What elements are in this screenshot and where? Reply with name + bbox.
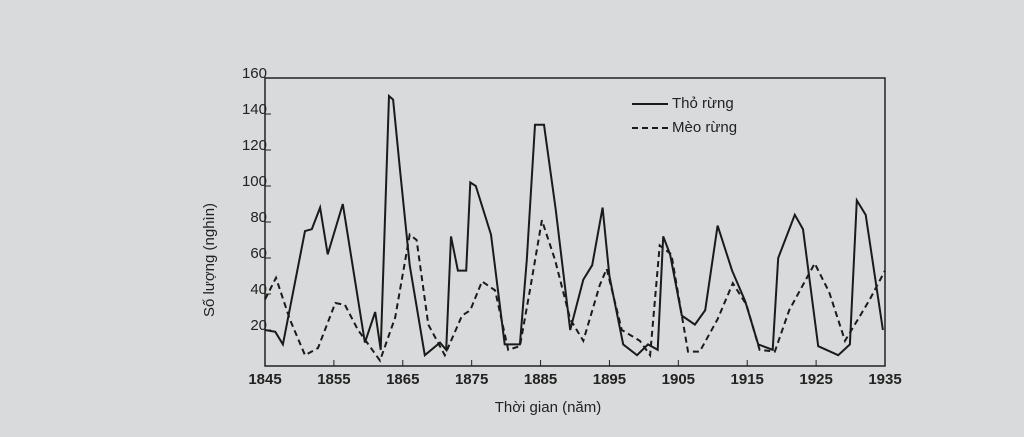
y-tick-label: 60 [250, 245, 267, 262]
x-tick-label: 1845 [248, 371, 281, 388]
legend-label: Thỏ rừng [672, 95, 734, 112]
y-tick-label: 40 [250, 281, 267, 298]
x-tick-label: 1925 [799, 371, 832, 388]
x-tick-label: 1855 [317, 371, 350, 388]
x-axis-label: Thời gian (năm) [495, 399, 602, 416]
y-tick-label: 20 [250, 317, 267, 334]
y-tick-label: 80 [250, 209, 267, 226]
x-tick-label: 1885 [524, 371, 557, 388]
x-tick-label: 1935 [868, 371, 901, 388]
x-tick-label: 1915 [731, 371, 764, 388]
x-tick-label: 1865 [386, 371, 419, 388]
x-tick-label: 1905 [662, 371, 695, 388]
line [264, 93, 884, 358]
y-tick-label: 160 [242, 65, 267, 82]
x-tick-label: 1895 [593, 371, 626, 388]
y-tick-label: 100 [242, 173, 267, 190]
line [264, 219, 886, 363]
y-axis-label: Số lượng (nghìn) [201, 203, 218, 317]
x-tick-label: 1875 [455, 371, 488, 388]
y-tick-label: 120 [242, 137, 267, 154]
y-tick-label: 140 [242, 101, 267, 118]
legend-label: Mèo rừng [672, 119, 737, 136]
